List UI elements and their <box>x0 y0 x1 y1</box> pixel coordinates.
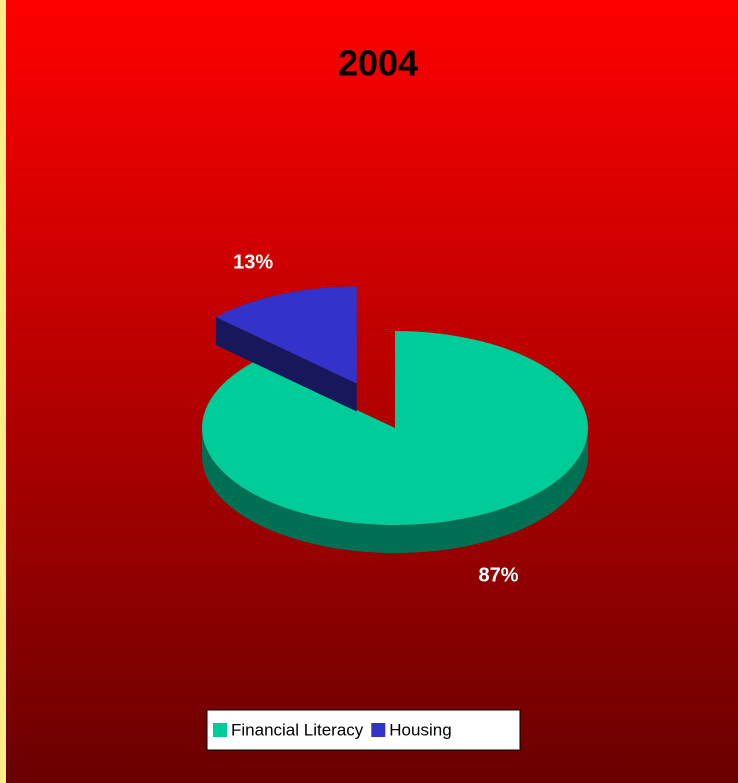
slice-side <box>202 428 588 553</box>
legend-label: Housing <box>389 720 451 739</box>
slice <box>215 286 357 384</box>
legend-label: Financial Literacy <box>231 720 364 739</box>
data-label: 87% <box>478 564 518 586</box>
slice <box>202 331 588 525</box>
pie: 87% 13% <box>202 252 588 586</box>
data-label: 13% <box>233 252 273 274</box>
chart-title: 2004 <box>338 43 418 84</box>
legend: Financial Literacy Housing <box>206 709 521 751</box>
legend-swatch <box>371 723 386 737</box>
legend-swatch <box>213 723 227 737</box>
slice-face <box>215 317 357 412</box>
left-border <box>0 0 6 783</box>
legend-box <box>206 709 521 751</box>
